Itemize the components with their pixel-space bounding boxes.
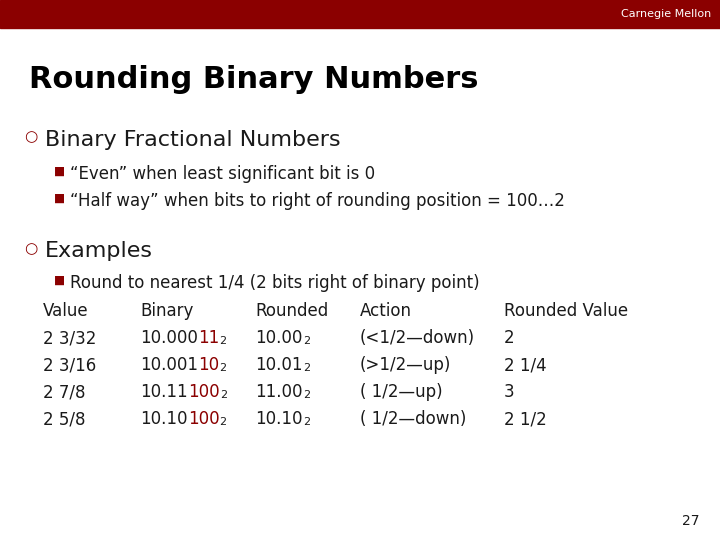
Text: 2: 2	[220, 390, 227, 401]
Text: Rounded: Rounded	[256, 302, 329, 320]
Text: 2 5/8: 2 5/8	[43, 410, 86, 428]
Text: Examples: Examples	[45, 241, 153, 261]
Text: Action: Action	[360, 302, 412, 320]
Text: 2: 2	[504, 329, 515, 347]
Text: 2: 2	[303, 390, 310, 401]
Text: 10.01: 10.01	[256, 356, 303, 374]
Text: Binary: Binary	[140, 302, 194, 320]
Text: 2: 2	[303, 363, 310, 374]
Text: Binary Fractional Numbers: Binary Fractional Numbers	[45, 130, 341, 150]
Text: Round to nearest 1/4 (2 bits right of binary point): Round to nearest 1/4 (2 bits right of bi…	[70, 274, 480, 292]
Text: ( 1/2—up): ( 1/2—up)	[360, 383, 443, 401]
Text: 2: 2	[220, 336, 227, 347]
Text: ■: ■	[54, 165, 65, 178]
Text: 3: 3	[504, 383, 515, 401]
Text: 10.00: 10.00	[256, 329, 303, 347]
Text: 100: 100	[188, 383, 220, 401]
Text: 10: 10	[199, 356, 220, 374]
Text: 11: 11	[198, 329, 220, 347]
Text: 10.10: 10.10	[256, 410, 303, 428]
Text: 2 7/8: 2 7/8	[43, 383, 86, 401]
Text: 2: 2	[220, 363, 227, 374]
Text: 2: 2	[303, 417, 310, 428]
Text: ■: ■	[54, 192, 65, 205]
Text: 2 3/32: 2 3/32	[43, 329, 96, 347]
Text: 10.001: 10.001	[140, 356, 199, 374]
Text: 2 1/4: 2 1/4	[504, 356, 546, 374]
Text: 2: 2	[220, 417, 227, 428]
Text: (>1/2—up): (>1/2—up)	[360, 356, 451, 374]
Text: “Even” when least significant bit is 0: “Even” when least significant bit is 0	[70, 165, 375, 183]
Text: ○: ○	[24, 130, 37, 145]
Text: 10.10: 10.10	[140, 410, 188, 428]
Text: 2 3/16: 2 3/16	[43, 356, 96, 374]
Text: 10.11: 10.11	[140, 383, 188, 401]
Text: Rounded Value: Rounded Value	[504, 302, 628, 320]
Text: Rounding Binary Numbers: Rounding Binary Numbers	[29, 65, 478, 94]
Text: 2 1/2: 2 1/2	[504, 410, 546, 428]
Text: ■: ■	[54, 274, 65, 287]
Bar	[0, 0, 720, 28]
Text: 2: 2	[303, 336, 310, 347]
Text: Carnegie Mellon: Carnegie Mellon	[621, 9, 711, 19]
Text: 100: 100	[188, 410, 220, 428]
Text: (<1/2—down): (<1/2—down)	[360, 329, 475, 347]
Text: ○: ○	[24, 241, 37, 256]
Text: 11.00: 11.00	[256, 383, 303, 401]
Text: “Half way” when bits to right of rounding position = 100…2: “Half way” when bits to right of roundin…	[70, 192, 564, 210]
Text: Value: Value	[43, 302, 89, 320]
Text: 27: 27	[683, 514, 700, 528]
Text: 10.000: 10.000	[140, 329, 198, 347]
Text: ( 1/2—down): ( 1/2—down)	[360, 410, 467, 428]
